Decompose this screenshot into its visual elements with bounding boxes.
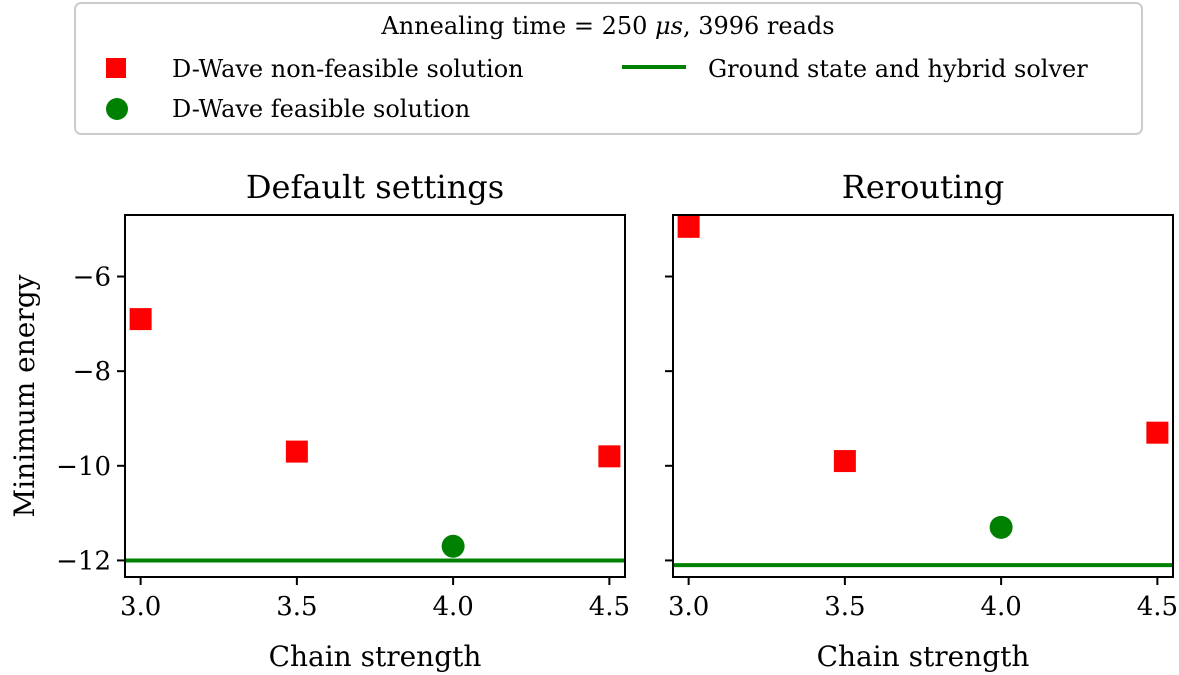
legend-frame: [74, 2, 1143, 135]
y-tick-label: −12: [56, 546, 111, 576]
y-tick-label: −8: [73, 357, 111, 387]
feasible-point: [441, 534, 465, 558]
x-tick-label: 3.5: [824, 592, 865, 622]
chart-panel-2: Rerouting 3.0 3.5 4.0 4.5 Chain strength: [665, 168, 1178, 673]
plot-frame: [124, 214, 626, 578]
x-tick-label: 4.0: [432, 592, 473, 622]
panels: Default settings 3.0 3.5 4.0 4.5 −6 −8 −10 −12 Ch…: [8, 168, 1178, 673]
x-tick-label: 3.5: [276, 592, 317, 622]
x-tick-label: 3.0: [668, 592, 709, 622]
x-tick-label: 4.0: [980, 592, 1021, 622]
non-feasible-point: [598, 445, 621, 468]
legend-title: Annealing time = 250 μs, 3996 reads: [380, 12, 834, 40]
legend-label-non-feasible: D-Wave non-feasible solution: [172, 55, 524, 83]
non-feasible-point: [833, 450, 856, 473]
non-feasible-point: [1146, 421, 1169, 444]
non-feasible-point: [285, 440, 308, 463]
plot-frame: [672, 214, 1174, 578]
legend-label-feasible: D-Wave feasible solution: [172, 95, 470, 123]
legend: Annealing time = 250 μs, 3996 reads D-Wa…: [74, 2, 1143, 135]
legend-marker-non-feasible: [106, 58, 126, 78]
x-axis-label: Chain strength: [269, 640, 482, 673]
y-axis-label: Minimum energy: [8, 274, 41, 517]
non-feasible-point: [677, 215, 700, 238]
feasible-point: [989, 515, 1013, 539]
panel-title: Rerouting: [842, 168, 1004, 206]
x-tick-label: 4.5: [589, 592, 630, 622]
non-feasible-point: [129, 308, 152, 331]
x-tick-label: 4.5: [1137, 592, 1178, 622]
panel-title: Default settings: [246, 168, 504, 206]
legend-marker-feasible: [106, 98, 128, 120]
legend-label-ground-state: Ground state and hybrid solver: [708, 55, 1088, 83]
chart-panel-1: Default settings 3.0 3.5 4.0 4.5 −6 −8 −10 −12 Ch…: [8, 168, 630, 673]
y-tick-label: −10: [56, 452, 111, 482]
y-tick-label: −6: [73, 263, 111, 293]
x-axis-label: Chain strength: [817, 640, 1030, 673]
x-tick-label: 3.0: [120, 592, 161, 622]
